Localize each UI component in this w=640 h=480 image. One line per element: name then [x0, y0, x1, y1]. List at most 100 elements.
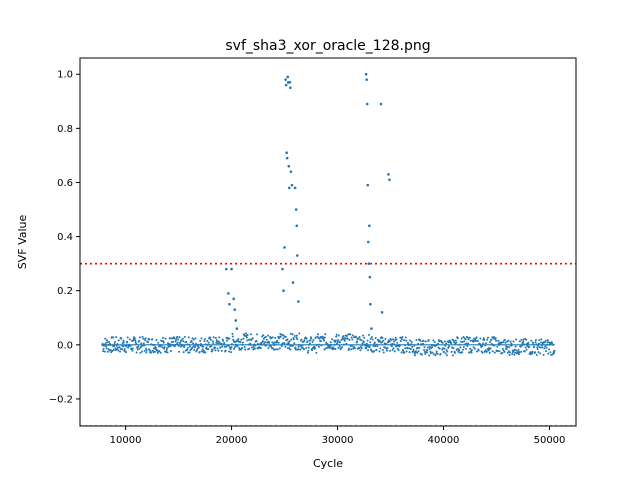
noise-point: [207, 348, 210, 351]
noise-point: [551, 343, 554, 346]
noise-point: [261, 335, 264, 338]
noise-point: [405, 350, 408, 353]
noise-point: [103, 343, 106, 346]
noise-point: [399, 340, 402, 343]
noise-point: [548, 343, 551, 346]
noise-point: [489, 347, 492, 350]
noise-point: [157, 341, 160, 344]
noise-point: [410, 343, 413, 346]
noise-point: [346, 337, 349, 340]
data-point: [281, 267, 284, 271]
noise-point: [192, 338, 195, 341]
noise-point: [143, 349, 146, 352]
noise-point: [544, 345, 547, 348]
noise-point: [101, 342, 104, 345]
noise-point: [209, 336, 212, 339]
noise-point: [345, 342, 348, 345]
noise-point: [335, 333, 338, 336]
noise-point: [253, 347, 256, 350]
noise-point: [248, 338, 251, 341]
data-point: [294, 208, 298, 211]
noise-point: [533, 345, 536, 348]
noise-point: [360, 339, 363, 342]
noise-point: [448, 345, 451, 348]
noise-point: [381, 336, 384, 339]
noise-point: [182, 351, 185, 354]
data-point: [283, 246, 286, 249]
noise-point: [179, 341, 182, 344]
noise-point: [197, 343, 200, 346]
noise-point: [357, 337, 360, 340]
noise-point: [434, 344, 437, 347]
noise-point: [211, 349, 214, 352]
noise-point: [482, 337, 485, 340]
noise-point: [183, 335, 186, 338]
noise-point: [358, 335, 361, 338]
noise-point: [299, 345, 302, 348]
noise-point: [483, 338, 486, 341]
data-point: [287, 164, 291, 168]
noise-point: [191, 342, 194, 345]
noise-point: [219, 346, 222, 349]
data-point: [388, 178, 391, 182]
data-point: [366, 183, 370, 187]
noise-point: [131, 347, 134, 350]
noise-point: [537, 350, 540, 353]
noise-point: [531, 350, 534, 353]
noise-point: [122, 341, 125, 344]
noise-point: [408, 351, 411, 354]
noise-point: [416, 346, 419, 349]
noise-point: [426, 349, 429, 352]
noise-point: [487, 336, 490, 339]
noise-point: [203, 349, 205, 352]
data-point: [285, 156, 289, 160]
noise-point: [172, 340, 175, 343]
noise-point: [179, 345, 182, 348]
noise-point: [239, 348, 242, 351]
noise-point: [320, 340, 323, 343]
data-point: [228, 302, 231, 306]
noise-point: [504, 341, 507, 344]
noise-point: [333, 343, 336, 346]
noise-point: [508, 353, 511, 356]
noise-point: [336, 341, 339, 344]
noise-point: [335, 335, 338, 338]
noise-point: [311, 340, 314, 343]
noise-point: [127, 346, 130, 349]
noise-point: [523, 343, 526, 346]
noise-point: [242, 341, 245, 344]
noise-point: [423, 348, 426, 351]
noise-point: [125, 345, 128, 348]
noise-point: [305, 347, 308, 350]
noise-point: [134, 339, 137, 342]
noise-point: [343, 339, 346, 342]
noise-point: [141, 350, 144, 353]
noise-point: [445, 342, 448, 345]
noise-point: [337, 346, 340, 349]
noise-point: [175, 343, 178, 346]
noise-point: [144, 337, 147, 340]
noise-point: [539, 352, 542, 355]
noise-point: [138, 339, 141, 342]
noise-point: [525, 348, 528, 351]
noise-point: [490, 338, 493, 341]
noise-point: [142, 337, 145, 340]
noise-point: [194, 345, 197, 348]
noise-point: [297, 345, 300, 348]
noise-point: [312, 339, 315, 342]
noise-point: [306, 340, 309, 343]
data-point: [289, 86, 292, 90]
noise-point: [139, 351, 142, 354]
noise-point: [186, 346, 189, 349]
noise-point: [281, 342, 284, 345]
noise-point: [334, 339, 337, 342]
noise-point: [345, 335, 348, 338]
noise-point: [367, 333, 370, 336]
x-axis: 10000 20000 30000 40000 50000: [110, 426, 565, 446]
noise-point: [198, 350, 201, 353]
noise-point: [410, 340, 413, 343]
noise-point: [297, 348, 300, 351]
noise-point: [225, 339, 228, 342]
x-tick-label: 30000: [322, 435, 354, 446]
